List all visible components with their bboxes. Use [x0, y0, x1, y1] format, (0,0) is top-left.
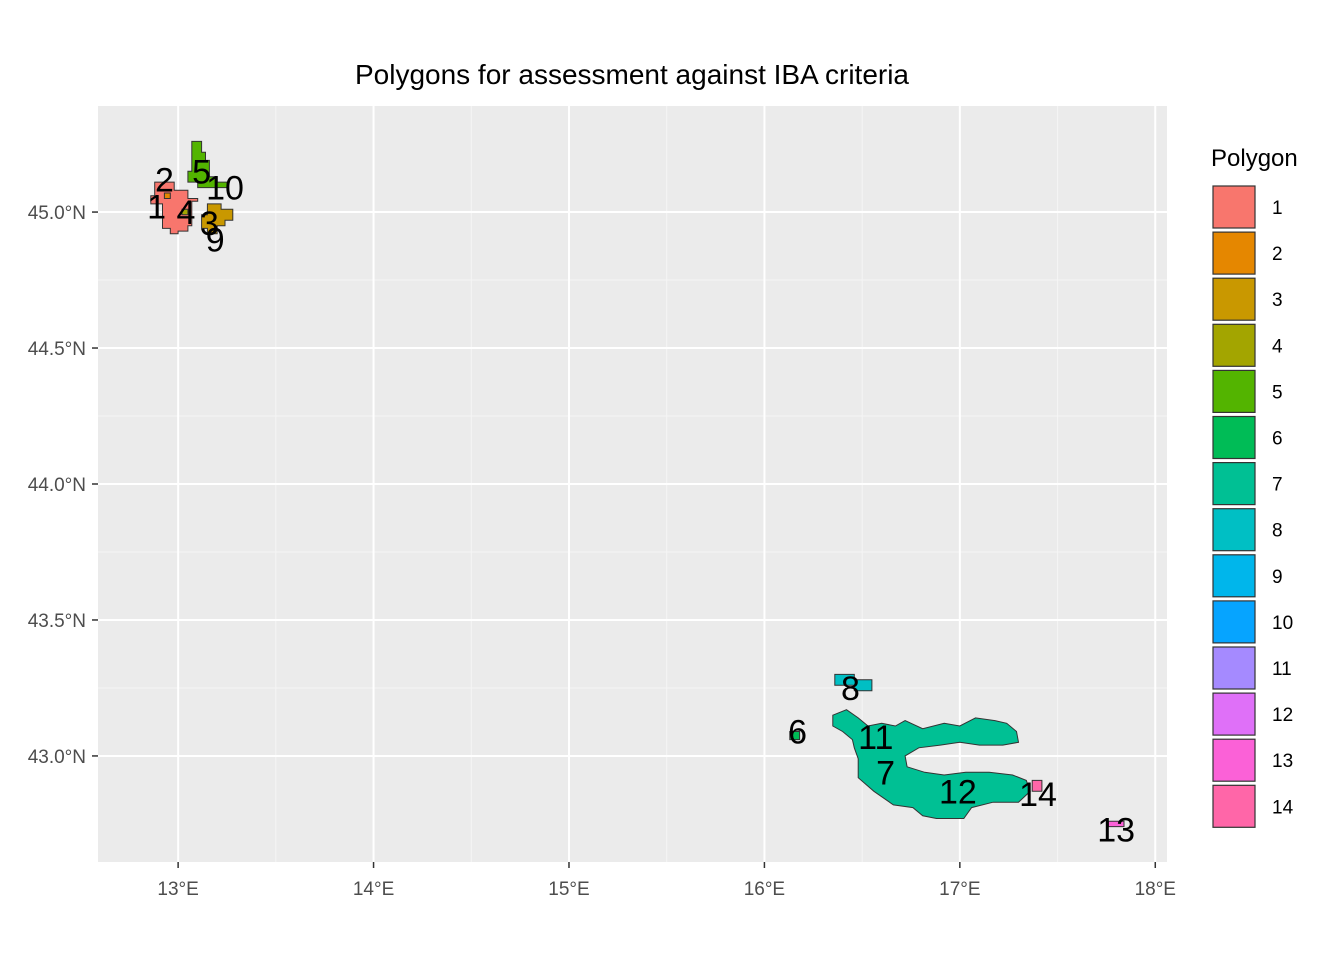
legend-key-6	[1212, 415, 1256, 460]
legend-label-6: 6	[1272, 429, 1283, 450]
legend-key-11	[1212, 646, 1256, 690]
polygon-label-2: 2	[155, 161, 174, 199]
legend-label-4: 4	[1272, 336, 1283, 357]
polygon-label-3: 3	[200, 205, 219, 243]
polygon-label-13: 13	[1097, 811, 1135, 849]
polygon-label-6: 6	[788, 713, 807, 751]
y-tick-label: 43.0°N	[28, 747, 86, 768]
y-tick-label: 44.0°N	[28, 475, 86, 496]
legend-key-13	[1212, 738, 1256, 782]
x-tick-label: 13°E	[157, 879, 198, 900]
polygon-label-7: 7	[876, 754, 895, 792]
x-tick-label: 16°E	[744, 879, 785, 900]
polygon-2	[163, 192, 171, 199]
legend-label-13: 13	[1272, 751, 1293, 772]
x-tick-label: 18°E	[1135, 879, 1176, 900]
polygon-5	[187, 140, 228, 189]
polygon-3	[201, 203, 234, 235]
legend-key-8	[1212, 508, 1256, 552]
x-tick-label: 14°E	[353, 879, 394, 900]
legend-key-9	[1212, 554, 1256, 598]
polygon-label-10: 10	[206, 170, 244, 208]
legend-label-1: 1	[1272, 198, 1283, 219]
x-tick-label: 15°E	[548, 879, 589, 900]
polygon-6	[789, 731, 801, 741]
polygon-layer	[150, 140, 1125, 828]
x-tick-label: 17°E	[939, 879, 980, 900]
legend-title: Polygon	[1211, 145, 1298, 172]
legend-label-10: 10	[1272, 613, 1293, 634]
legend-key-3	[1212, 277, 1256, 321]
y-tick-label: 45.0°N	[28, 203, 86, 224]
polygon-4	[181, 208, 189, 216]
polygon-1	[150, 181, 199, 235]
polygon-label-4: 4	[176, 194, 195, 232]
legend-label-12: 12	[1272, 705, 1293, 726]
legend-label-14: 14	[1272, 797, 1294, 818]
y-tick-label: 44.5°N	[28, 339, 86, 360]
polygon-label-8: 8	[841, 670, 860, 708]
polygon-8	[834, 673, 873, 692]
polygon-14	[1031, 779, 1043, 792]
legend-key-5	[1212, 369, 1256, 413]
legend-label-3: 3	[1272, 290, 1283, 311]
legend-label-11: 11	[1272, 659, 1292, 680]
polygon-label-5: 5	[192, 153, 211, 191]
polygon-label-14: 14	[1019, 776, 1057, 814]
legend-label-2: 2	[1272, 244, 1283, 265]
polygon-label-1: 1	[147, 189, 166, 227]
y-tick-label: 43.5°N	[28, 611, 86, 632]
chart-title: Polygons for assessment against IBA crit…	[355, 59, 909, 90]
grid-lines	[98, 106, 1167, 862]
legend-label-5: 5	[1272, 382, 1283, 403]
polygon-13	[1107, 820, 1125, 828]
polygon-label-12: 12	[939, 773, 977, 811]
legend-key-12	[1212, 692, 1256, 736]
polygon-7	[832, 709, 1031, 819]
legend-key-2	[1212, 231, 1256, 275]
legend-key-1	[1212, 185, 1256, 229]
legend-key-7	[1212, 462, 1256, 506]
polygon-label-9: 9	[206, 221, 225, 259]
legend-key-14	[1212, 784, 1256, 828]
axis-tick-layer: 13°E 14°E 15°E 16°E 17°E 18°E 43.0°N 43.5°N 44.0…	[28, 203, 1176, 900]
legend-label-7: 7	[1272, 475, 1283, 496]
legend-key-4	[1212, 323, 1256, 367]
legend-label-9: 9	[1272, 567, 1283, 588]
polygon-label-11: 11	[858, 719, 893, 757]
legend-label-8: 8	[1272, 521, 1283, 542]
legend-key-10	[1212, 600, 1256, 644]
